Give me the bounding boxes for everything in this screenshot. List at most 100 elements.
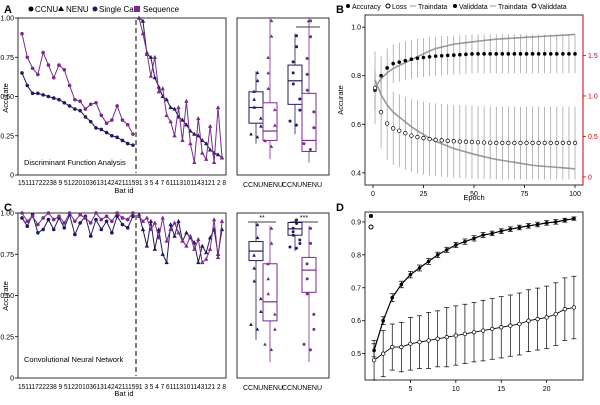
c-point <box>203 250 209 255</box>
b-valid-accuracy-point <box>512 52 517 56</box>
b-valid-loss-point <box>451 139 456 144</box>
d-random-point <box>571 305 577 310</box>
a-box-jitter-point <box>255 135 260 139</box>
c-box-jitter-point <box>312 312 316 316</box>
c-xtick-labels: 15111722238 9 5122010361314242111591 3 5… <box>18 384 226 391</box>
c-box-jitter-point <box>266 276 270 281</box>
b-valid-loss-point <box>415 134 420 140</box>
c-point <box>46 211 51 215</box>
c-point <box>110 219 114 224</box>
b-ytick-right-label: 1.0 <box>588 93 598 100</box>
c-point <box>57 214 61 219</box>
a-series-line <box>21 72 134 146</box>
b-valid-loss-point <box>397 128 402 133</box>
c-box-jitter-point <box>309 241 313 245</box>
a-point <box>219 155 225 160</box>
b-valid-accuracy-point <box>403 58 408 63</box>
a-point <box>168 105 173 110</box>
a-point <box>120 118 125 122</box>
d-random-point <box>544 315 549 320</box>
b-valid-accuracy-point <box>548 52 553 56</box>
c-point <box>36 222 40 227</box>
a-box-jitter-point <box>295 34 298 38</box>
c-point <box>36 231 40 235</box>
d-xtick-label: 10 <box>452 386 460 393</box>
d-ytick-label: 0.6 <box>351 318 361 325</box>
legend-b-accuracy-marker <box>346 4 350 8</box>
c-point <box>104 214 109 219</box>
d-random-point <box>471 330 477 335</box>
b-valid-loss-point <box>524 140 529 146</box>
d-xtick-label: 20 <box>543 386 551 393</box>
d-continuous-point <box>390 295 395 300</box>
a-point <box>94 126 98 130</box>
a-point <box>144 50 150 55</box>
c-point <box>196 237 201 241</box>
b-train-loss-line <box>374 79 576 170</box>
b-valid-loss-point <box>481 140 487 145</box>
a-point <box>78 99 82 104</box>
b-valid-accuracy-point <box>433 54 438 58</box>
c-box-jitter-point <box>291 233 295 237</box>
a-box-box <box>287 64 303 105</box>
a-point <box>176 105 181 110</box>
c-box-sig-label: *** <box>300 215 308 222</box>
b-xtick-label: 75 <box>521 191 529 198</box>
a-point <box>200 150 205 155</box>
c-point <box>67 211 72 215</box>
c-box-jitter-point <box>269 347 274 352</box>
c-point <box>160 215 165 220</box>
b-xtick-label: 100 <box>569 191 581 198</box>
c-box-box <box>301 256 317 293</box>
b-valid-loss-point <box>548 140 553 146</box>
b-valid-accuracy-point <box>458 52 462 57</box>
b-valid-loss-point <box>512 140 517 146</box>
a-box-jitter-point <box>294 123 298 127</box>
c-box-jitter-point <box>269 226 274 230</box>
a-point <box>73 107 77 111</box>
a-point <box>125 122 130 127</box>
b-ylabel: Accurate <box>336 85 345 115</box>
b-valid-loss-point <box>542 140 547 146</box>
a-box-jitter-point <box>252 89 256 93</box>
b-valid-loss-point <box>427 136 432 142</box>
d-random-point <box>390 344 395 350</box>
c-point <box>131 211 135 215</box>
b-valid-accuracy-point <box>488 52 492 56</box>
c-box-jitter-point <box>266 261 270 266</box>
c-point <box>73 232 77 237</box>
b-valid-loss-point <box>384 121 390 126</box>
c-box-jitter-point <box>305 292 309 296</box>
a-box-jitter-point <box>266 86 271 90</box>
c-box-jitter-point <box>298 241 302 245</box>
c-point <box>20 211 24 215</box>
a-box-jitter-point <box>295 45 299 49</box>
a-point <box>196 133 201 138</box>
c-ytick-label: 0.25 <box>0 334 14 341</box>
c-point <box>110 231 114 235</box>
d-continuous-point <box>553 220 558 224</box>
b-ytick-left-label: 1.0 <box>351 25 361 32</box>
c-point <box>180 238 185 243</box>
c-point <box>203 256 209 261</box>
a-box-jitter-point <box>312 110 316 114</box>
b-valid-accuracy-point <box>415 56 420 61</box>
b-ytick-left-label: 0.4 <box>351 170 361 177</box>
c-box-jitter-point <box>263 342 267 346</box>
a-point <box>94 100 98 105</box>
b-valid-accuracy-point <box>500 52 505 56</box>
c-point <box>152 246 158 251</box>
d-continuous-point <box>499 229 504 233</box>
a-point <box>164 97 169 102</box>
b-valid-accuracy-point <box>379 73 383 78</box>
c-point <box>176 230 181 235</box>
b-valid-accuracy-point <box>530 52 535 56</box>
a-series-line <box>138 17 223 163</box>
c-point <box>156 235 161 240</box>
c-point <box>184 243 189 248</box>
d-continuous-point <box>517 225 522 230</box>
b-valid-accuracy-point <box>427 54 432 59</box>
a-point <box>104 121 109 125</box>
a-point <box>57 63 61 67</box>
b-valid-accuracy-point <box>506 52 511 56</box>
